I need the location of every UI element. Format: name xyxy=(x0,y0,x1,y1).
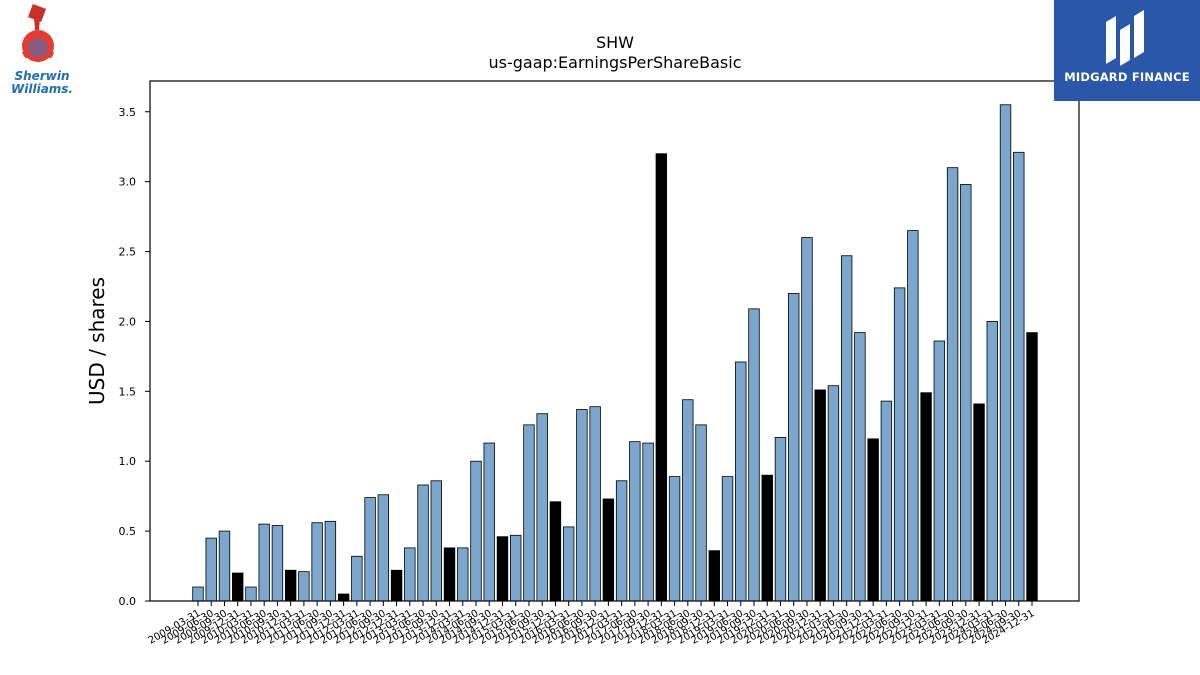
bar-2010-06-30 xyxy=(258,523,270,602)
y-tick-label: 2.5 xyxy=(119,246,137,259)
bar-2021-09-30 xyxy=(854,332,866,602)
bar-2017-09-30 xyxy=(642,442,654,602)
chart-subtitle: us-gaap:EarningsPerShareBasic xyxy=(488,53,741,72)
bar-2016-06-30 xyxy=(576,409,588,602)
midgard-finance-logo-icon xyxy=(1106,10,1144,66)
chart-title: SHW xyxy=(596,33,634,52)
y-tick-label: 1.5 xyxy=(119,385,137,398)
bar-2011-06-30 xyxy=(311,522,323,602)
y-tick-label: 3.0 xyxy=(119,176,137,189)
y-tick-label: 0.0 xyxy=(119,595,137,608)
bar-2014-09-30 xyxy=(483,442,495,602)
bar-2014-03-31 xyxy=(457,547,469,602)
y-tick-label: 0.5 xyxy=(119,525,137,538)
bar-2017-12-31 xyxy=(655,153,668,602)
bar-2019-06-30 xyxy=(735,361,747,602)
bar-2017-06-30 xyxy=(629,441,641,602)
bar-2016-09-30 xyxy=(589,406,601,602)
bar-2018-12-31 xyxy=(708,550,720,602)
bar-2012-03-31 xyxy=(351,555,363,602)
right-logo-text: MIDGARD FINANCE xyxy=(1064,70,1190,84)
bar-2010-09-30 xyxy=(271,525,284,602)
left-logo-text: Sherwin Williams. xyxy=(6,70,78,96)
bar-2012-12-31 xyxy=(390,569,403,602)
bar-2015-03-31 xyxy=(510,534,522,602)
cover-the-earth-logo-icon xyxy=(22,4,54,62)
bar-2011-03-31 xyxy=(298,571,310,602)
bar-2023-09-30 xyxy=(960,184,972,602)
bar-2013-09-30 xyxy=(430,480,442,602)
bar-2013-06-30 xyxy=(417,484,429,602)
bar-2018-06-30 xyxy=(682,399,694,602)
bar-2018-09-30 xyxy=(695,424,707,602)
bar-2021-12-31 xyxy=(867,438,879,602)
y-axis-label: USD / shares xyxy=(85,277,109,405)
bar-2010-12-31 xyxy=(284,569,297,602)
y-tick-label: 1.0 xyxy=(119,455,137,468)
bar-2019-09-30 xyxy=(748,308,760,602)
bar-2020-06-30 xyxy=(788,293,800,602)
bar-2024-09-30 xyxy=(1013,151,1025,602)
bar-2011-09-30 xyxy=(324,520,337,602)
bar-2013-12-31 xyxy=(443,547,456,602)
bar-2009-09-30 xyxy=(218,530,231,602)
bar-2020-03-31 xyxy=(774,437,787,602)
bar-2013-03-31 xyxy=(404,547,416,602)
plot-frame xyxy=(149,80,1080,602)
bar-2022-12-31 xyxy=(920,392,932,602)
bar-2020-12-31 xyxy=(814,389,826,602)
midgard-finance-logo: MIDGARD FINANCE xyxy=(1054,0,1200,101)
y-ticks-group: 0.0 0.5 1.0 1.5 2.0 2.5 3.0 3.5 xyxy=(119,106,150,608)
bar-2022-03-31 xyxy=(880,400,893,602)
bar-2015-06-30 xyxy=(523,424,535,602)
bar-2022-09-30 xyxy=(907,230,919,602)
left-logo-line2: Williams. xyxy=(11,82,73,96)
bar-2022-06-30 xyxy=(893,287,906,602)
bar-2023-03-31 xyxy=(933,340,946,602)
bar-2014-12-31 xyxy=(496,536,509,602)
bar-2015-09-30 xyxy=(536,413,548,602)
left-logo-line1: Sherwin xyxy=(14,69,70,83)
bar-2024-03-31 xyxy=(986,321,998,602)
bar-2019-03-31 xyxy=(721,476,734,602)
bar-2009-12-31 xyxy=(232,572,244,602)
bar-2024-06-30 xyxy=(999,104,1012,602)
bar-2020-09-30 xyxy=(801,237,813,602)
bar-2012-06-30 xyxy=(364,497,376,602)
bar-2019-12-31 xyxy=(761,474,773,602)
bar-2021-06-30 xyxy=(840,255,853,602)
bars-group xyxy=(192,104,1038,602)
bar-2023-06-30 xyxy=(946,167,959,602)
bar-2010-03-31 xyxy=(245,586,257,602)
bar-2012-09-30 xyxy=(377,494,390,602)
x-ticks-group: 2009-03-312009-06-302009-09-302009-12-31… xyxy=(147,601,1037,647)
bar-2011-12-31 xyxy=(337,593,350,602)
bar-2015-12-31 xyxy=(549,501,562,602)
y-tick-label: 2.0 xyxy=(119,315,137,328)
bar-2024-12-31 xyxy=(1026,332,1038,602)
bar-2018-03-31 xyxy=(668,476,681,602)
bar-2021-03-31 xyxy=(827,385,840,602)
bar-2016-12-31 xyxy=(602,498,615,602)
bar-2017-03-31 xyxy=(615,480,628,602)
bar-2023-12-31 xyxy=(973,403,985,602)
bar-2009-03-31 xyxy=(192,586,204,602)
sherwin-williams-logo: Sherwin Williams. xyxy=(4,4,74,99)
bar-2014-06-30 xyxy=(470,460,482,602)
y-tick-label: 3.5 xyxy=(119,106,137,119)
bar-2009-06-30 xyxy=(205,537,217,602)
bar-2016-03-31 xyxy=(562,526,575,602)
